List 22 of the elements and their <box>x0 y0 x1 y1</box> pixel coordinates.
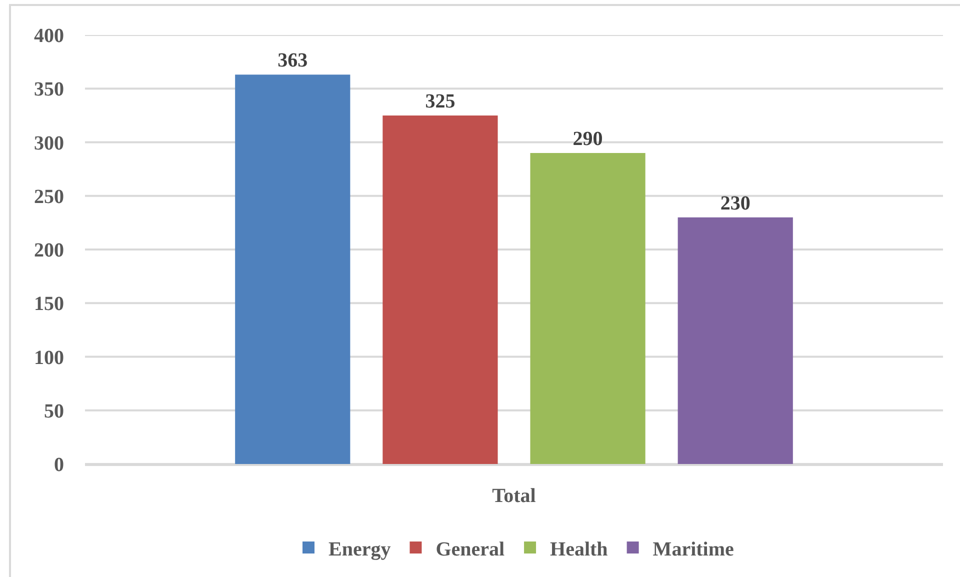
y-tick-label: 100 <box>34 346 64 369</box>
bar <box>382 115 498 464</box>
bar <box>530 152 646 464</box>
y-tick-label: 200 <box>34 240 64 262</box>
y-tick-label: 150 <box>34 293 64 316</box>
data-label: 363 <box>278 50 308 72</box>
data-label: 290 <box>572 128 603 150</box>
y-tick-label: 250 <box>34 186 64 208</box>
data-label: 230 <box>720 192 750 214</box>
y-tick-label: 0 <box>54 454 64 476</box>
data-label: 325 <box>425 90 456 112</box>
y-tick-label: 400 <box>34 25 64 47</box>
y-tick-label: 50 <box>44 400 64 422</box>
bar <box>678 217 793 464</box>
legend-label: Maritime <box>652 538 734 560</box>
bar <box>235 74 350 464</box>
legend-label: General <box>436 538 506 560</box>
legend-label: Health <box>550 538 608 560</box>
y-tick-label: 350 <box>34 78 64 101</box>
y-tick-label: 300 <box>34 132 64 154</box>
legend-label: Energy <box>328 538 391 560</box>
x-tick-label: Total <box>492 485 536 507</box>
